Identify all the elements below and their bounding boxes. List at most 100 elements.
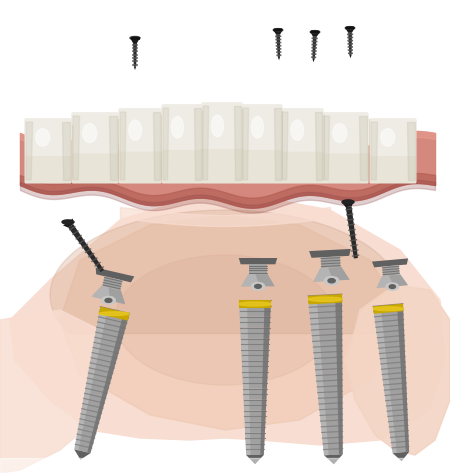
Polygon shape xyxy=(92,348,118,359)
FancyBboxPatch shape xyxy=(280,108,324,184)
Polygon shape xyxy=(313,267,350,282)
Polygon shape xyxy=(94,337,121,348)
FancyBboxPatch shape xyxy=(242,104,282,150)
Polygon shape xyxy=(74,449,90,460)
Ellipse shape xyxy=(212,115,224,137)
Polygon shape xyxy=(105,377,112,383)
Polygon shape xyxy=(264,306,271,311)
Polygon shape xyxy=(109,362,116,368)
Polygon shape xyxy=(374,316,382,322)
Polygon shape xyxy=(388,420,408,427)
Polygon shape xyxy=(318,392,324,398)
Polygon shape xyxy=(98,317,106,324)
Ellipse shape xyxy=(328,279,335,283)
Polygon shape xyxy=(50,210,400,333)
Polygon shape xyxy=(308,294,342,305)
Polygon shape xyxy=(86,383,92,389)
Polygon shape xyxy=(91,432,96,438)
Polygon shape xyxy=(243,377,267,383)
Polygon shape xyxy=(400,362,405,368)
Polygon shape xyxy=(380,357,405,364)
Polygon shape xyxy=(313,340,342,347)
Polygon shape xyxy=(246,444,251,449)
Polygon shape xyxy=(91,352,117,363)
Polygon shape xyxy=(240,328,248,333)
Polygon shape xyxy=(85,388,91,394)
Polygon shape xyxy=(310,311,342,319)
Polygon shape xyxy=(78,424,97,433)
Polygon shape xyxy=(89,363,114,373)
Polygon shape xyxy=(89,442,93,448)
Polygon shape xyxy=(240,316,270,322)
Polygon shape xyxy=(242,367,268,372)
Ellipse shape xyxy=(62,220,74,224)
Polygon shape xyxy=(278,57,280,60)
FancyBboxPatch shape xyxy=(72,112,118,153)
Polygon shape xyxy=(405,436,409,441)
Polygon shape xyxy=(312,334,342,342)
Polygon shape xyxy=(264,333,270,339)
Polygon shape xyxy=(240,328,270,333)
Polygon shape xyxy=(405,430,409,436)
Polygon shape xyxy=(398,314,404,320)
Polygon shape xyxy=(388,421,394,427)
Polygon shape xyxy=(377,330,404,338)
Polygon shape xyxy=(404,415,408,420)
Polygon shape xyxy=(87,447,92,453)
Polygon shape xyxy=(342,201,354,207)
Polygon shape xyxy=(244,411,266,416)
Polygon shape xyxy=(336,323,342,329)
Polygon shape xyxy=(345,285,450,455)
Polygon shape xyxy=(322,432,328,438)
Polygon shape xyxy=(113,347,120,353)
Polygon shape xyxy=(319,404,325,410)
Polygon shape xyxy=(316,375,323,381)
Polygon shape xyxy=(377,332,384,338)
Polygon shape xyxy=(261,438,265,444)
Polygon shape xyxy=(318,398,325,404)
FancyBboxPatch shape xyxy=(162,105,202,184)
Polygon shape xyxy=(339,443,343,449)
Polygon shape xyxy=(309,301,317,307)
Polygon shape xyxy=(383,383,406,390)
Polygon shape xyxy=(264,316,270,322)
Polygon shape xyxy=(99,312,107,318)
Polygon shape xyxy=(246,455,264,464)
Ellipse shape xyxy=(255,284,261,288)
Polygon shape xyxy=(315,363,342,370)
Polygon shape xyxy=(241,344,269,350)
Polygon shape xyxy=(261,405,266,411)
Polygon shape xyxy=(338,409,342,414)
Polygon shape xyxy=(99,402,104,408)
Polygon shape xyxy=(321,427,327,432)
Polygon shape xyxy=(86,378,93,385)
Polygon shape xyxy=(377,275,394,288)
Polygon shape xyxy=(338,431,342,438)
Polygon shape xyxy=(79,419,85,425)
Polygon shape xyxy=(262,383,267,389)
Polygon shape xyxy=(392,441,409,448)
Polygon shape xyxy=(261,444,264,449)
Polygon shape xyxy=(103,387,108,393)
Ellipse shape xyxy=(273,28,283,31)
Polygon shape xyxy=(324,448,343,455)
Polygon shape xyxy=(92,427,97,433)
FancyBboxPatch shape xyxy=(202,102,242,149)
Polygon shape xyxy=(264,311,270,316)
Polygon shape xyxy=(401,367,406,373)
Polygon shape xyxy=(397,309,403,315)
Polygon shape xyxy=(111,357,117,363)
Polygon shape xyxy=(60,215,400,430)
Polygon shape xyxy=(377,337,385,343)
Polygon shape xyxy=(239,300,271,306)
Ellipse shape xyxy=(386,283,399,290)
Polygon shape xyxy=(94,422,99,428)
Polygon shape xyxy=(345,285,450,455)
Polygon shape xyxy=(86,383,108,393)
Polygon shape xyxy=(312,335,320,342)
Polygon shape xyxy=(359,116,367,180)
Polygon shape xyxy=(378,341,405,348)
Polygon shape xyxy=(402,383,406,389)
Polygon shape xyxy=(243,372,268,377)
Polygon shape xyxy=(337,374,342,380)
